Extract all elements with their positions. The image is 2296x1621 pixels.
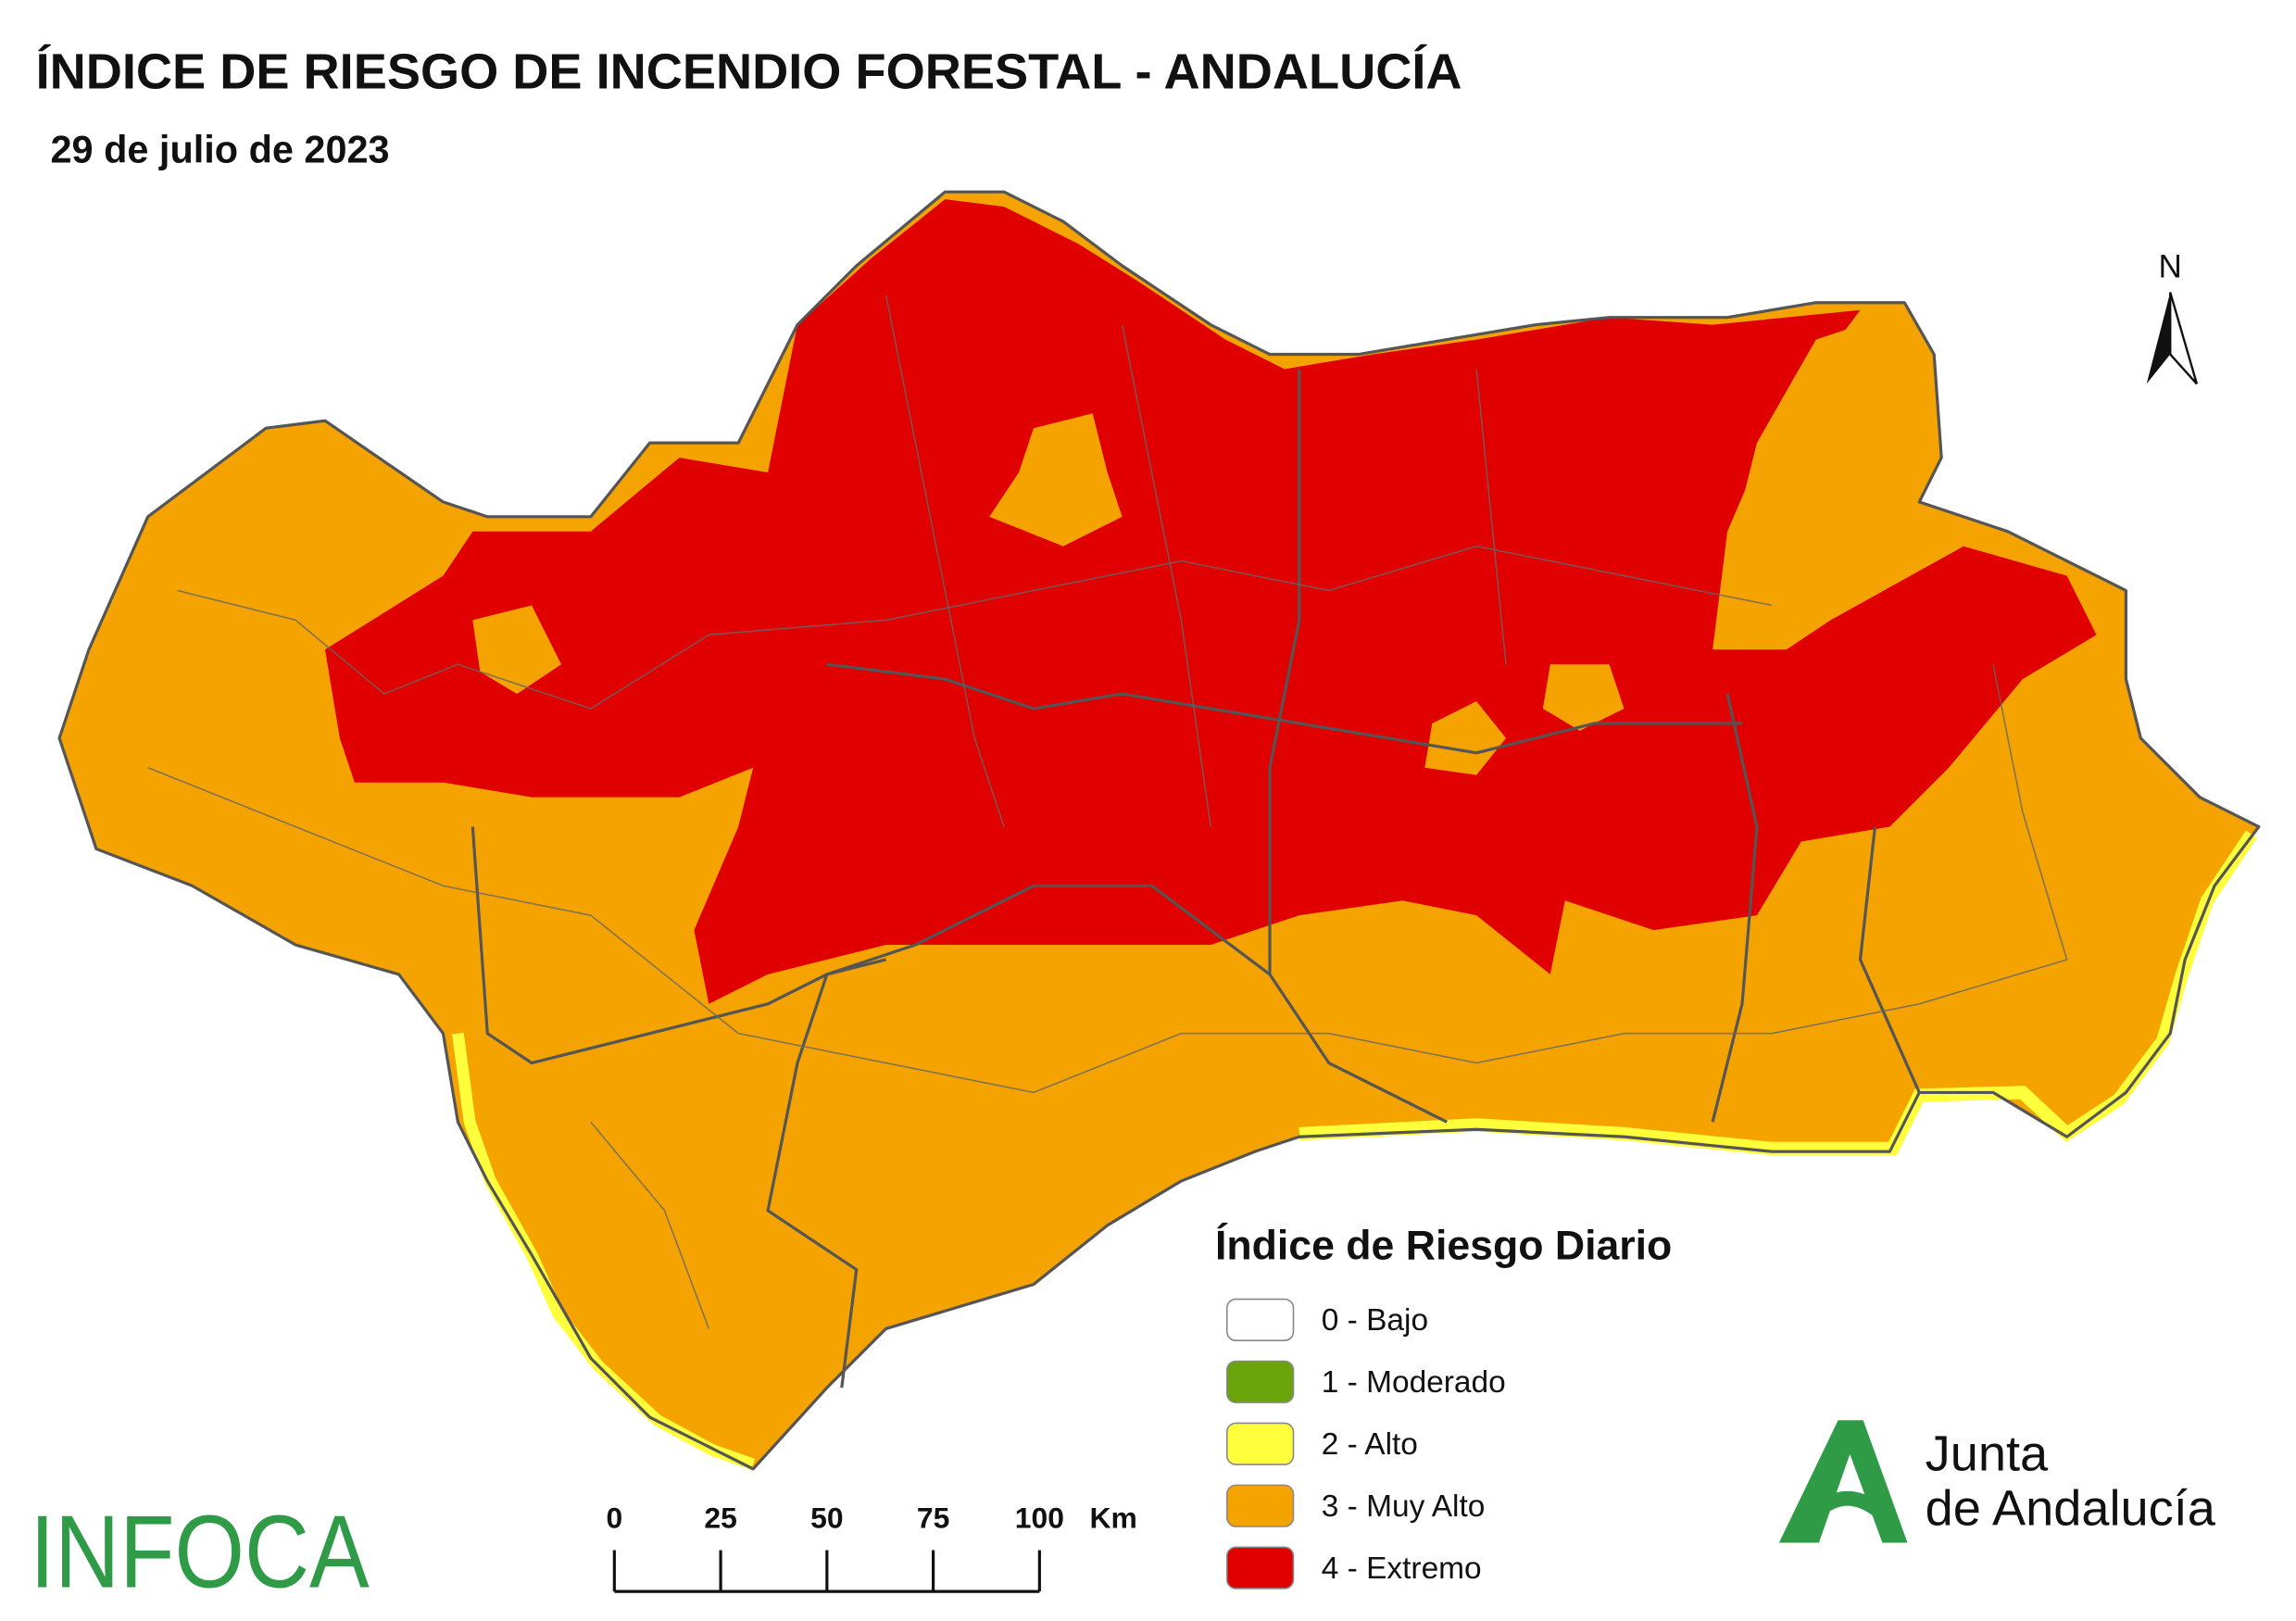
- municipal-lines: [1992, 664, 2068, 961]
- north-label: N: [2159, 249, 2182, 285]
- province-border: [826, 884, 1271, 976]
- province-border: [826, 662, 1743, 755]
- municipal-lines: [147, 767, 2067, 1094]
- legend-swatch: [1225, 1422, 1295, 1465]
- legend-swatch: [1225, 1360, 1295, 1403]
- municipal-lines: [590, 1121, 710, 1329]
- region-muy-alto-island: [989, 413, 1123, 547]
- outline: [57, 190, 2261, 1471]
- map-date: 29 de julio de 2023: [51, 127, 390, 170]
- scale-label: 75: [917, 1502, 949, 1535]
- region-muy-alto-island: [472, 605, 561, 695]
- scale-label: 50: [810, 1502, 843, 1535]
- region-muy-alto-island: [1542, 664, 1625, 731]
- legend-label: 3 - Muy Alto: [1322, 1489, 1486, 1524]
- legend-label: 2 - Alto: [1322, 1427, 1418, 1462]
- junta-text: de Andalucía: [1926, 1480, 2216, 1536]
- junta-logo: Junta de Andalucía: [1778, 1420, 2216, 1543]
- scale-bar: 0 25 50 75 100 Km: [606, 1502, 1137, 1593]
- legend-label: 1 - Moderado: [1322, 1365, 1506, 1400]
- region-muy-alto-east: [1727, 309, 1935, 650]
- legend-label: 4 - Extremo: [1322, 1552, 1482, 1586]
- legend-swatch: [1225, 1298, 1295, 1341]
- legend: Índice de Riesgo Diario 0 - Bajo 1 - Mode…: [1215, 1223, 1672, 1590]
- province-border: [766, 974, 859, 1389]
- junta-text: Junta: [1926, 1426, 2049, 1481]
- legend-swatch: [1225, 1484, 1295, 1527]
- north-arrow-right: [2169, 292, 2199, 385]
- province-border: [1268, 369, 1448, 1124]
- scale-label: 25: [704, 1502, 736, 1535]
- province-border: [1711, 693, 1759, 1123]
- scale-label: 0: [606, 1502, 622, 1535]
- region-extremo: [324, 199, 2097, 1004]
- province-border: [1858, 826, 1921, 1094]
- map-title: ÍNDICE DE RIESGO DE INCENDIO FORESTAL - …: [36, 44, 1462, 100]
- legend-title: Índice de Riesgo Diario: [1215, 1223, 1672, 1269]
- infoca-logo: INFOCA: [30, 1493, 370, 1609]
- municipal-lines: [1121, 324, 1212, 827]
- region-muy-alto-island: [1424, 701, 1506, 775]
- municipal-lines: [177, 545, 1773, 710]
- municipal-lines: [1475, 369, 1507, 665]
- municipal-lines: [885, 295, 1005, 827]
- legend-label: 0 - Bajo: [1322, 1303, 1428, 1338]
- scale-label: 100: [1015, 1502, 1064, 1535]
- andalucia-map: [57, 190, 2261, 1471]
- scale-unit: Km: [1090, 1502, 1137, 1535]
- legend-swatch: [1225, 1546, 1295, 1590]
- junta-logo-arc: [1802, 1490, 1896, 1527]
